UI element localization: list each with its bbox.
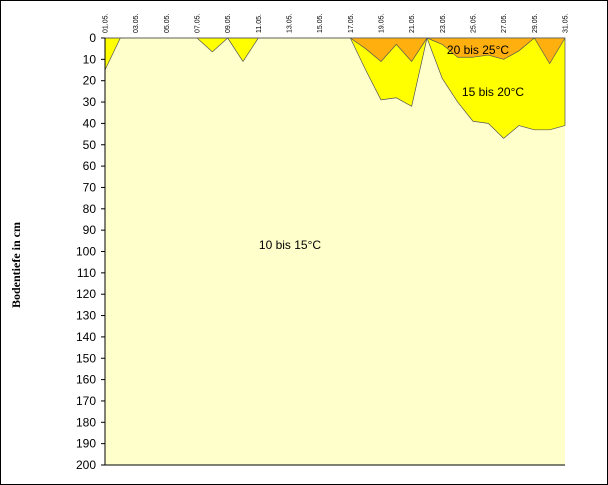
x-tick-label: 31.05. xyxy=(563,13,570,33)
x-tick-label: 03.05. xyxy=(133,13,140,33)
region-label: 15 bis 20°C xyxy=(462,85,525,99)
y-tick-label: 0 xyxy=(89,31,96,45)
x-tick-label: 25.05. xyxy=(471,13,478,33)
y-tick-label: 190 xyxy=(76,437,96,451)
x-tick-label: 27.05. xyxy=(501,13,508,33)
y-tick-label: 40 xyxy=(83,116,97,130)
x-tick-label: 15.05. xyxy=(317,13,324,33)
y-tick-label: 90 xyxy=(83,223,97,237)
y-tick-label: 170 xyxy=(76,394,96,408)
x-tick-label: 09.05. xyxy=(225,13,232,33)
y-tick-label: 100 xyxy=(76,245,96,259)
x-tick-label: 11.05. xyxy=(256,14,263,33)
y-tick-label: 150 xyxy=(76,351,96,365)
y-tick-label: 180 xyxy=(76,415,96,429)
y-tick-label: 120 xyxy=(76,287,96,301)
y-tick-label: 20 xyxy=(83,74,97,88)
y-tick-label: 130 xyxy=(76,309,96,323)
y-tick-label: 110 xyxy=(77,266,96,280)
y-axis-label: Bodentiefe in cm xyxy=(9,222,23,308)
y-tick-label: 30 xyxy=(83,95,97,109)
region-label: 10 bis 15°C xyxy=(259,238,322,252)
x-tick-label: 19.05. xyxy=(379,13,386,33)
x-tick-label: 07.05. xyxy=(195,13,202,33)
y-tick-label: 60 xyxy=(83,159,97,173)
x-tick-label: 23.05. xyxy=(440,13,447,33)
area xyxy=(104,37,566,64)
x-tick-label: 21.05. xyxy=(409,13,416,33)
x-tick-label: 01.05. xyxy=(103,13,110,33)
x-tick-label: 05.05. xyxy=(164,13,171,33)
x-tick-label: 17.05. xyxy=(348,13,355,33)
y-tick-label: 80 xyxy=(83,202,97,216)
y-tick-label: 140 xyxy=(76,330,96,344)
y-tick-label: 160 xyxy=(76,373,96,387)
y-tick-label: 50 xyxy=(83,138,97,152)
region-label: 20 bis 25°C xyxy=(447,43,510,57)
y-tick-label: 70 xyxy=(83,180,97,194)
y-tick-label: 200 xyxy=(76,458,96,472)
y-tick-label: 10 xyxy=(83,52,97,66)
x-tick-label: 29.05. xyxy=(532,13,539,33)
x-tick-label: 13.05. xyxy=(287,13,294,33)
